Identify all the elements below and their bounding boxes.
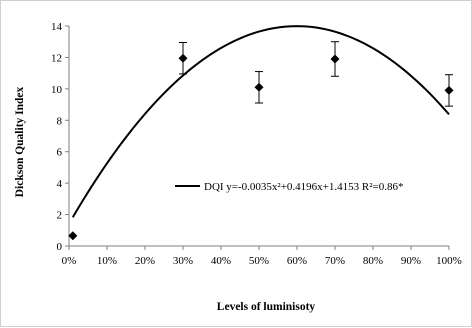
x-tick-label: 40%	[211, 255, 231, 267]
legend: DQI y=-0.0035x²+0.4196x+1.4153 R²=0.86*	[175, 181, 403, 193]
data-point	[254, 82, 264, 92]
x-tick-label: 20%	[135, 255, 155, 267]
y-axis-title: Dickson Quality Index	[14, 86, 26, 197]
x-tick-label: 0%	[62, 255, 77, 267]
trend-curve	[71, 25, 450, 218]
x-tick-label: 70%	[325, 255, 345, 267]
x-tick-label: 100%	[436, 255, 462, 267]
data-point	[68, 231, 78, 241]
y-tick-label: 14	[51, 21, 63, 33]
x-tick-label: 10%	[97, 255, 117, 267]
legend-label: DQI y=-0.0035x²+0.4196x+1.4153 R²=0.86*	[204, 181, 403, 193]
data-markers	[68, 53, 454, 241]
y-tick-label: 0	[57, 241, 63, 253]
x-tick-label: 30%	[173, 255, 193, 267]
x-tick-labels: 0% 10% 20% 30% 40% 50% 60% 70% 80% 90% 100%	[62, 255, 462, 267]
x-tick-label: 60%	[287, 255, 307, 267]
x-tick-label: 80%	[363, 255, 383, 267]
x-tick-label: 90%	[401, 255, 421, 267]
data-point	[178, 53, 188, 63]
x-tick-label: 50%	[249, 255, 269, 267]
y-tick-label: 12	[51, 52, 62, 64]
y-tick-label: 4	[57, 178, 63, 190]
data-point	[330, 54, 340, 64]
y-tick-label: 8	[57, 115, 63, 127]
data-point	[444, 85, 454, 95]
y-tick-label: 2	[57, 210, 63, 222]
x-axis-title: Levels of luminisoty	[217, 301, 316, 313]
y-tick-label: 10	[51, 84, 63, 96]
y-tick-label: 6	[57, 147, 63, 159]
y-tick-labels: 0 2 4 6 8 10 12 14	[51, 21, 63, 253]
axes	[65, 25, 450, 250]
error-bars	[179, 41, 453, 107]
